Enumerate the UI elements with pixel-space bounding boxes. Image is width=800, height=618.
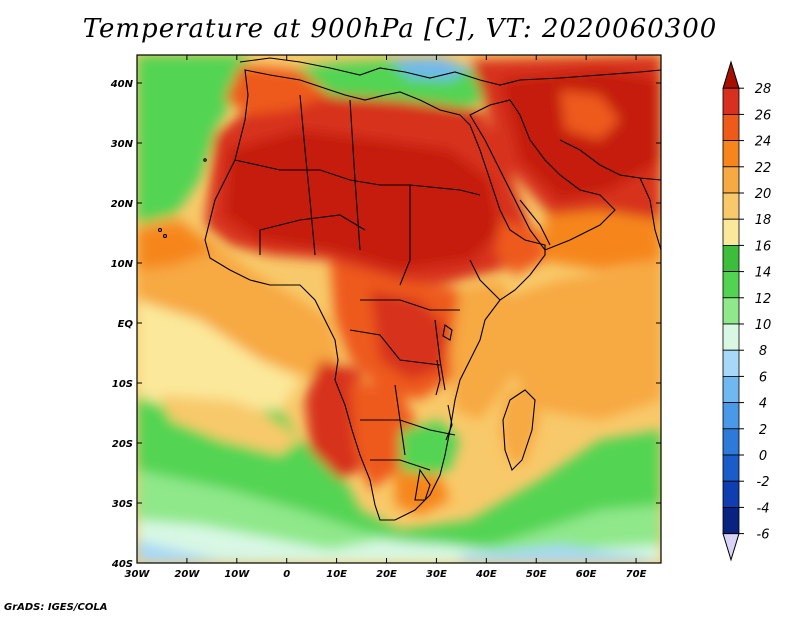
colorbar-segment	[722, 218, 740, 246]
colorbar-label: 10	[755, 318, 772, 333]
credit-text: GrADS: IGES/COLA	[4, 602, 108, 613]
lat-label: 20N	[111, 199, 134, 210]
colorbar-segment	[722, 271, 740, 299]
lon-label: 50E	[526, 569, 547, 580]
colorbar-segment	[722, 480, 740, 508]
colorbar-segment	[722, 87, 740, 115]
colorbar-label: 22	[755, 161, 772, 176]
colorbar-label: 14	[755, 266, 772, 281]
lat-label: 10S	[112, 379, 133, 390]
colorbar-label: 16	[755, 239, 772, 254]
lat-label: EQ	[118, 319, 134, 330]
colorbar-top-triangle	[722, 60, 740, 89]
colorbar-segment	[722, 349, 740, 377]
colorbar-label: 0	[759, 449, 767, 464]
lon-label: 30W	[125, 569, 151, 580]
lon-label: 60E	[576, 569, 597, 580]
colorbar-label: 12	[755, 292, 772, 307]
colorbar-segment	[722, 166, 740, 194]
lat-label: 20S	[112, 439, 133, 450]
colorbar-segment	[722, 428, 740, 456]
lon-label: 20W	[174, 569, 200, 580]
colorbar-label: 4	[759, 397, 767, 412]
colorbar-label: 20	[755, 187, 772, 202]
colorbar-label: 24	[755, 135, 772, 150]
colorbar-bottom-triangle	[722, 533, 740, 562]
colorbar-label: 26	[755, 108, 772, 123]
colorbar-segment	[722, 140, 740, 168]
coastlines	[157, 57, 661, 521]
latitude-axis: 40N 30N 20N 10N EQ 10S 20S 30S 40S	[110, 79, 134, 570]
colorbar-segment	[722, 375, 740, 403]
lat-label: 40N	[110, 79, 134, 90]
colorbar-label: 18	[755, 213, 772, 228]
colorbar-label: 8	[759, 344, 767, 359]
colorbar-segment	[722, 114, 740, 142]
lon-label: 10E	[326, 569, 347, 580]
colorbar-segment	[722, 402, 740, 430]
colorbar-label: 6	[759, 370, 767, 385]
colorbar-segment	[722, 297, 740, 325]
plot-frame	[136, 54, 662, 564]
colorbar-segment	[722, 454, 740, 482]
colorbar-label: -4	[757, 501, 770, 516]
colorbar-segment	[722, 323, 740, 351]
colorbar-label: -2	[757, 475, 770, 490]
axis-ticks	[136, 55, 661, 564]
lat-label: 10N	[111, 259, 134, 270]
lon-label: 70E	[626, 569, 647, 580]
colorbar-label: 2	[759, 423, 767, 438]
lon-label: 0	[283, 569, 290, 580]
lon-label: 20E	[376, 569, 397, 580]
temperature-field	[137, 55, 661, 563]
lon-label: 40E	[475, 569, 497, 580]
lat-label: 30S	[112, 499, 133, 510]
lon-label: 30E	[426, 569, 447, 580]
map-title: Temperature at 900hPa [C], VT: 202006030…	[82, 14, 718, 44]
colorbar-segment	[722, 506, 740, 534]
lon-label: 10W	[224, 569, 250, 580]
longitude-axis: 30W 20W 10W 0 10E 20E 30E 40E 50E 60E 70E	[125, 569, 647, 580]
colorbar-label: 28	[755, 82, 772, 97]
colorbar-segment	[722, 244, 740, 272]
lat-label: 30N	[111, 139, 134, 150]
colorbar-segment	[722, 192, 740, 220]
lat-label: 40S	[111, 559, 133, 570]
colorbar-label: -6	[757, 528, 770, 543]
